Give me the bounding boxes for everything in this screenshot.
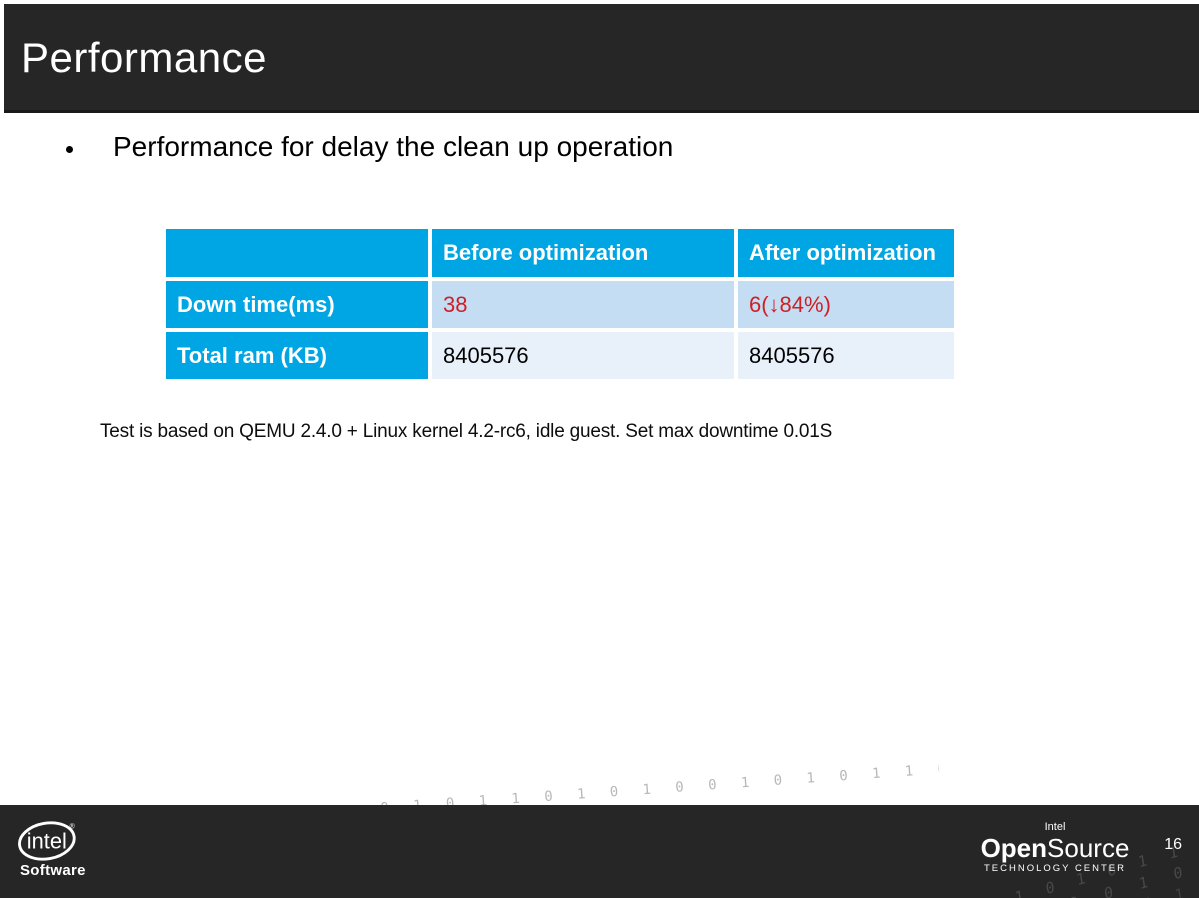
svg-text:intel: intel (27, 828, 67, 853)
bullet-item: Performance for delay the clean up opera… (66, 131, 673, 163)
bullet-dot-icon (66, 145, 73, 153)
cell-totalram-after: 8405576 (738, 332, 954, 379)
cell-downtime-after: 6(↓84%) (738, 281, 954, 328)
page-number: 16 (1164, 836, 1182, 853)
table-header-empty (166, 229, 428, 277)
svg-text:®: ® (70, 822, 75, 830)
bullet-text: Performance for delay the clean up opera… (113, 131, 674, 162)
cell-downtime-before: 38 (432, 281, 734, 328)
opensource-logo-open: Open (980, 833, 1048, 863)
opensource-logo-subtitle: TECHNOLOGY CENTER (983, 863, 1127, 874)
performance-table: Before optimization After optimization D… (166, 229, 954, 379)
row-label-totalram: Total ram (KB) (166, 332, 428, 379)
title-bar: Performance (4, 4, 1199, 113)
opensource-logo-source: Source (1047, 833, 1130, 863)
row-label-downtime: Down time(ms) (166, 281, 428, 328)
opensource-logo-main: OpenSource (975, 835, 1135, 861)
table-header-before: Before optimization (432, 229, 734, 277)
opensource-logo-intel: Intel (1044, 821, 1066, 833)
slide-title: Performance (21, 34, 267, 81)
footer-bar: 0 1 0 1 1 0 1 0 1 0 0 1 0 1 0 1 1 0 1 0 … (0, 805, 1199, 898)
opensource-logo: Intel OpenSource TECHNOLOGY CENTER (975, 822, 1135, 874)
intel-logo: intel ® (18, 821, 76, 861)
table-header-after: After optimization (738, 229, 954, 277)
cell-totalram-before: 8405576 (432, 332, 734, 379)
footnote-text: Test is based on QEMU 2.4.0 + Linux kern… (100, 421, 833, 442)
intel-software-label: Software (20, 862, 86, 879)
